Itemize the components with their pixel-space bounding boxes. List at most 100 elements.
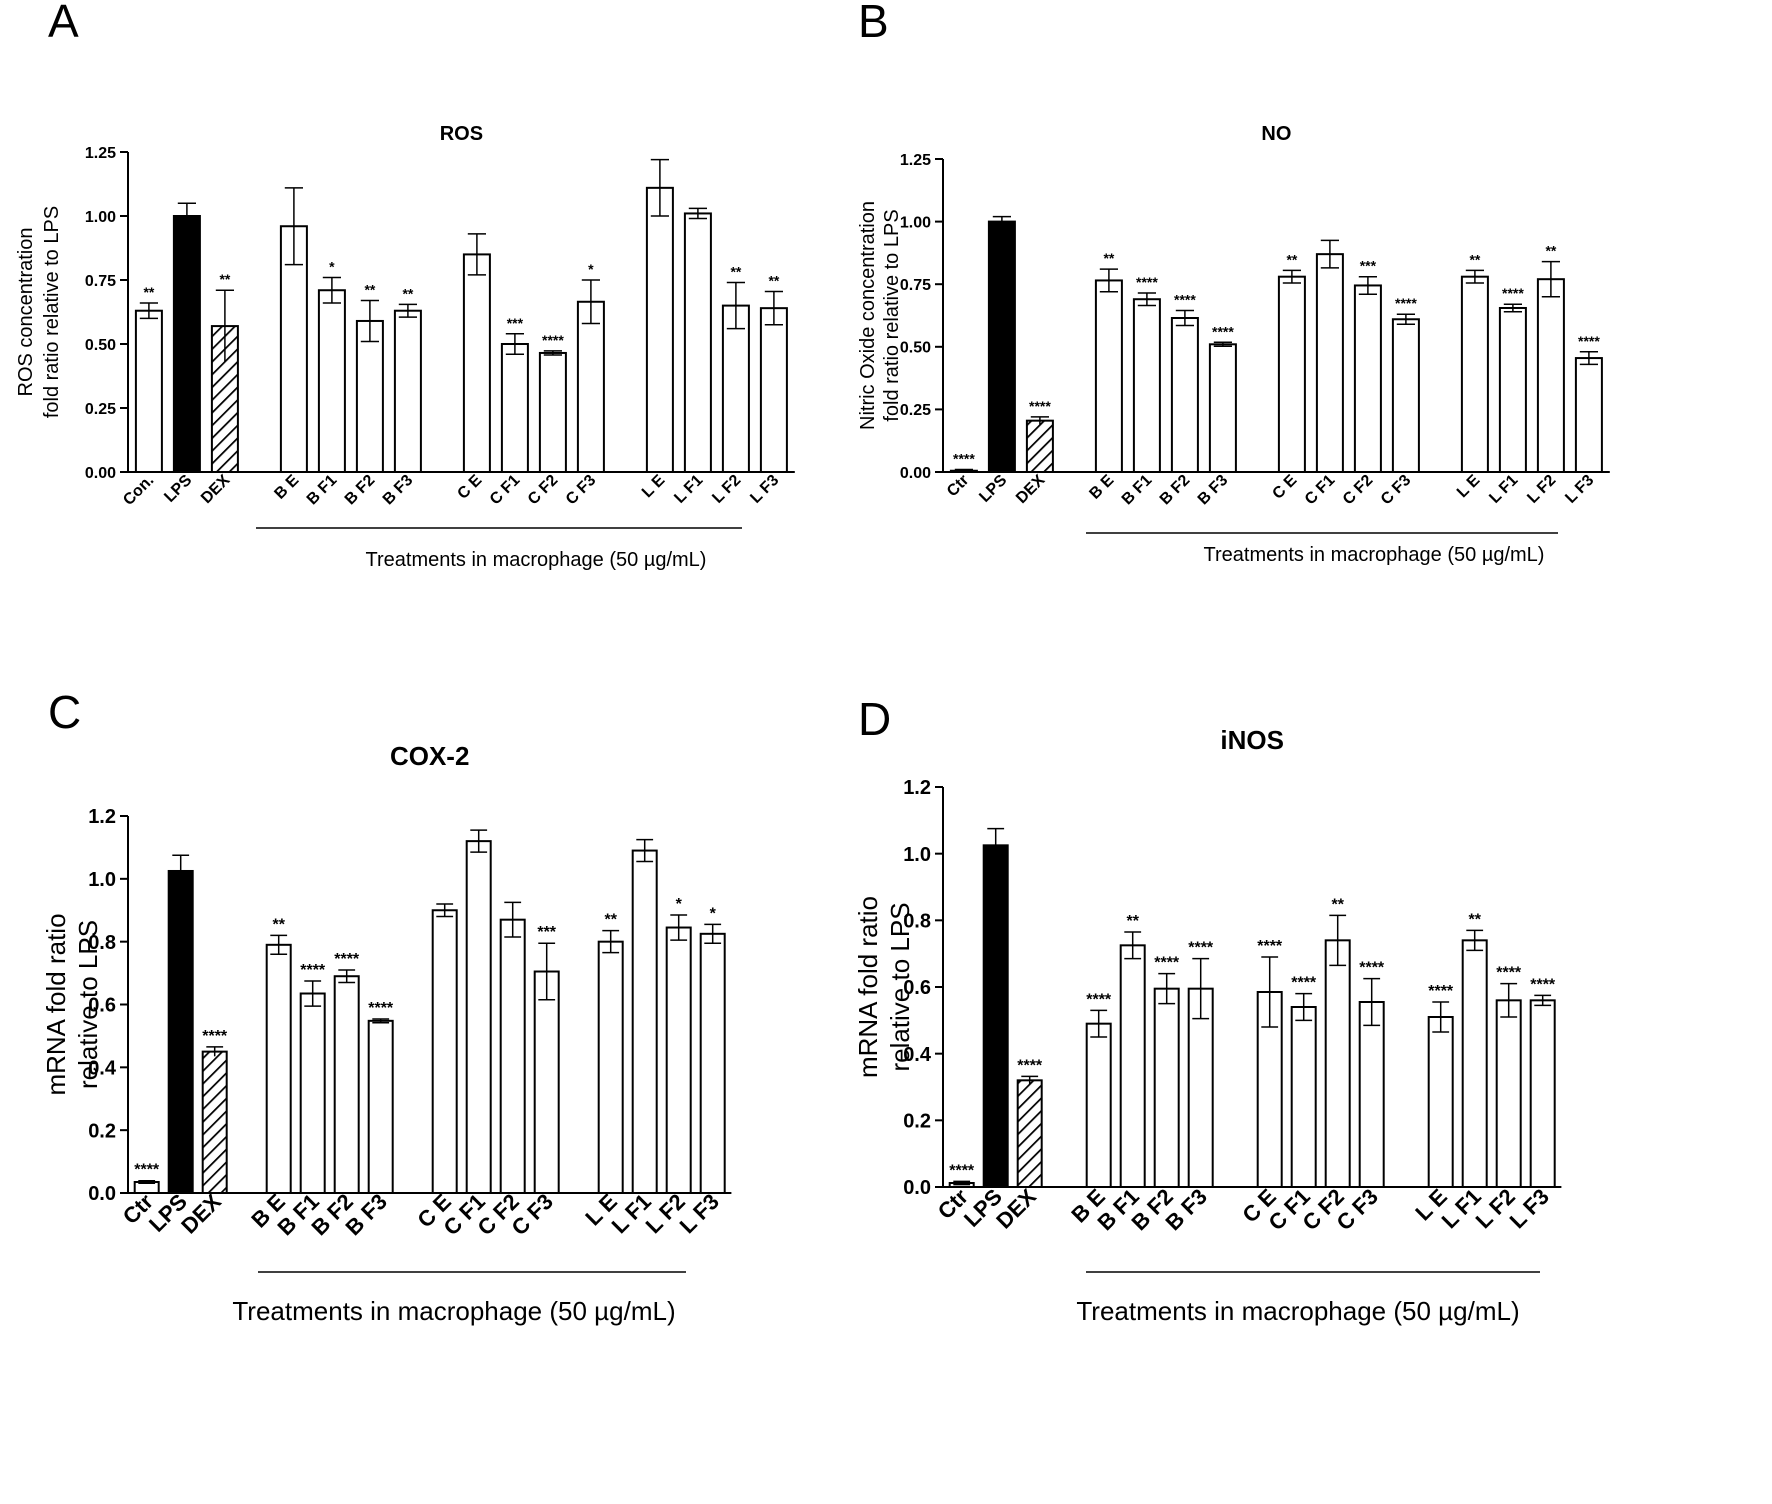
significance-label: ** bbox=[219, 271, 230, 287]
bar-lps bbox=[987, 220, 1016, 473]
x-tick-label: B F2 bbox=[1157, 472, 1194, 509]
y-tick-label: 0.8 bbox=[88, 932, 116, 954]
y-tick-label: 0.50 bbox=[85, 337, 116, 354]
chart-title: NO bbox=[1261, 123, 1291, 145]
significance-label: **** bbox=[1395, 295, 1417, 311]
x-tick-label: L F2 bbox=[709, 472, 744, 507]
bar-c-f2 bbox=[538, 351, 567, 473]
significance-label: **** bbox=[1212, 323, 1234, 339]
x-tick-label: L F3 bbox=[1562, 472, 1597, 507]
y-tick-label: 0.00 bbox=[900, 465, 931, 482]
x-axis-label: Treatments in macrophage (50 µg/mL) bbox=[1076, 1296, 1519, 1326]
bar-b-e bbox=[1085, 1022, 1112, 1189]
x-tick-label: L F3 bbox=[1505, 1184, 1554, 1233]
bar-b-f1 bbox=[317, 289, 346, 473]
bar-b-f3 bbox=[1187, 987, 1214, 1189]
x-tick-label: C F3 bbox=[507, 1189, 558, 1240]
significance-label: ** bbox=[1103, 250, 1114, 266]
significance-label: **** bbox=[1136, 274, 1158, 290]
x-tick-label: B E bbox=[271, 472, 302, 503]
y-tick-label: 0.8 bbox=[903, 911, 931, 933]
y-tick-label: 1.25 bbox=[85, 145, 116, 162]
y-tick-label: 0.25 bbox=[85, 401, 116, 418]
significance-label: **** bbox=[1496, 965, 1522, 982]
y-tick-label: 1.25 bbox=[900, 152, 931, 169]
y-tick-label: 0.75 bbox=[900, 277, 931, 294]
x-tick-label: L F2 bbox=[1524, 472, 1559, 507]
y-axis-label: relative to LPS bbox=[73, 920, 103, 1089]
bar-c-f1 bbox=[500, 343, 529, 473]
x-tick-label: L F3 bbox=[747, 472, 782, 507]
y-tick-label: 0.0 bbox=[88, 1183, 116, 1205]
panel-letter-d: D bbox=[858, 693, 891, 745]
significance-label: **** bbox=[1029, 398, 1051, 414]
bar-b-e bbox=[265, 943, 292, 1195]
bar-b-f2 bbox=[1170, 317, 1199, 473]
bar-c-e bbox=[431, 909, 458, 1194]
bar-l-e bbox=[645, 186, 674, 473]
ros-chart: ROS 0.00 0.25 0.50 0.75 1.00 1.25 ROS concentra… bbox=[15, 123, 795, 571]
x-tick-label: B F3 bbox=[341, 1189, 392, 1240]
x-tick-label: C F2 bbox=[525, 472, 562, 509]
bar-l-f1 bbox=[1461, 939, 1488, 1188]
significance-label: **** bbox=[1502, 285, 1524, 301]
bar-l-f2 bbox=[665, 926, 692, 1194]
x-tick-label: L F1 bbox=[1486, 472, 1521, 507]
bar-lps bbox=[982, 844, 1009, 1188]
x-tick-label: Con. bbox=[120, 472, 157, 509]
significance-label: ** bbox=[1126, 913, 1139, 930]
chart-title: COX-2 bbox=[390, 741, 469, 771]
significance-label: ** bbox=[604, 912, 617, 929]
significance-label: ** bbox=[364, 281, 375, 297]
y-tick-label: 1.00 bbox=[900, 214, 931, 231]
y-tick-label: 1.2 bbox=[903, 777, 931, 799]
bar-l-e bbox=[597, 940, 624, 1195]
y-tick-label: 1.2 bbox=[88, 806, 116, 828]
x-tick-label: L F1 bbox=[671, 472, 706, 507]
bar-b-f2 bbox=[333, 975, 360, 1194]
significance-label: **** bbox=[1174, 291, 1196, 307]
y-tick-label: 0.6 bbox=[903, 977, 931, 999]
significance-label: ** bbox=[1286, 251, 1297, 267]
x-tick-label: LPS bbox=[976, 472, 1010, 506]
bar-c-f2 bbox=[1324, 939, 1351, 1188]
bar-b-f2 bbox=[355, 319, 384, 473]
cox2-chart: COX-2 0.0 0.2 0.4 0.6 0.8 1.0 1.2 mRNA fold rati… bbox=[41, 741, 732, 1326]
y-tick-label: 0.75 bbox=[85, 273, 116, 290]
bar-l-f3 bbox=[759, 307, 788, 473]
y-tick-label: 1.0 bbox=[903, 844, 931, 866]
significance-label: *** bbox=[1360, 258, 1377, 274]
y-axis-label: mRNA fold ratio bbox=[853, 896, 883, 1078]
x-tick-label: C F3 bbox=[1378, 472, 1415, 509]
y-tick-label: 0.2 bbox=[903, 1111, 931, 1133]
significance-label: ** bbox=[272, 916, 285, 933]
bar-c-f3 bbox=[1358, 1001, 1385, 1188]
bar-b-f3 bbox=[367, 1019, 394, 1194]
significance-label: ** bbox=[768, 273, 779, 289]
bar-lps bbox=[172, 215, 201, 473]
y-tick-label: 0.2 bbox=[88, 1120, 116, 1142]
x-axis-label: Treatments in macrophage (50 µg/mL) bbox=[1204, 544, 1545, 566]
x-tick-label: B F1 bbox=[304, 472, 341, 509]
y-axis-label: ROS concentration bbox=[15, 228, 37, 397]
bar-l-f1 bbox=[683, 212, 712, 473]
significance-label: **** bbox=[368, 1000, 394, 1017]
bar-c-e bbox=[1277, 275, 1306, 473]
chart-title: iNOS bbox=[1220, 725, 1284, 755]
significance-label: ** bbox=[1545, 243, 1556, 259]
bar-l-e bbox=[1460, 275, 1489, 473]
panel-letter-c: C bbox=[48, 686, 81, 738]
bar-b-f1 bbox=[1132, 298, 1161, 473]
x-tick-label: L F3 bbox=[675, 1189, 724, 1238]
bar-c-f3 bbox=[1391, 318, 1420, 474]
bar-l-f3 bbox=[1574, 357, 1603, 473]
bar-c-f2 bbox=[499, 918, 526, 1194]
x-tick-label: Ctr bbox=[944, 472, 972, 500]
significance-label: **** bbox=[1188, 940, 1214, 957]
x-tick-label: L E bbox=[639, 472, 669, 502]
bar-c-f3 bbox=[533, 970, 560, 1195]
x-tick-label: C E bbox=[1269, 472, 1300, 503]
significance-label: **** bbox=[334, 951, 360, 968]
significance-label: **** bbox=[1086, 991, 1112, 1008]
significance-label: **** bbox=[300, 962, 326, 979]
